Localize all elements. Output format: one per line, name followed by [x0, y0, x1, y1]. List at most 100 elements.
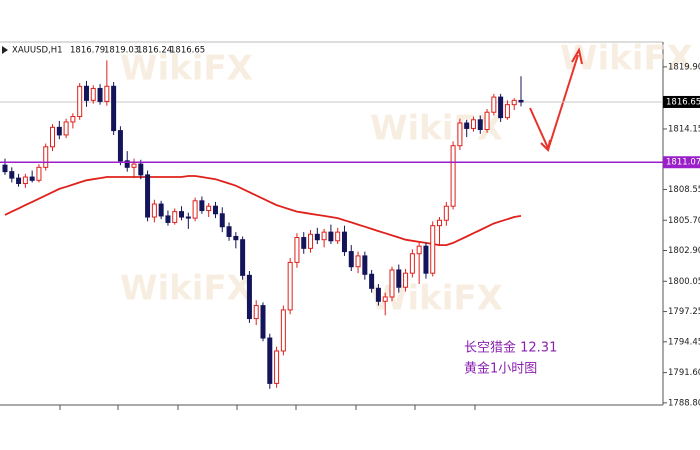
candle-body: [16, 177, 22, 185]
candle-body: [375, 287, 381, 302]
watermark: WikiFX: [370, 109, 503, 149]
candle-body: [240, 239, 246, 276]
candle-body: [151, 203, 157, 218]
candle-body: [97, 87, 103, 102]
candle-body: [185, 216, 191, 219]
candle-body: [83, 85, 89, 101]
candle-body: [430, 225, 436, 274]
time-ticks: [59, 405, 476, 410]
candle-body: [212, 205, 218, 215]
candle-body: [138, 163, 144, 176]
candle-body: [464, 122, 470, 129]
candle-body: [131, 163, 137, 168]
y-tick-label: 1800.05: [668, 277, 700, 287]
candle-body: [56, 126, 62, 136]
candle-body: [246, 274, 252, 320]
watermark: WikiFX: [120, 269, 253, 309]
candle-body: [70, 116, 76, 123]
candle-body: [470, 119, 476, 129]
candle-body: [22, 176, 28, 185]
candle-body: [382, 296, 388, 302]
candle-body: [9, 171, 15, 179]
header-open: 1816.79: [70, 46, 105, 56]
y-tick-label: 1797.25: [668, 307, 700, 317]
candle-body: [280, 309, 286, 352]
annotation: 黄金1小时图: [464, 361, 537, 377]
candle-body: [369, 273, 375, 289]
candle-body: [348, 251, 354, 268]
symbol: XAUUSD,H1: [12, 46, 63, 56]
candle-body: [355, 255, 361, 268]
level-label-box: [663, 156, 700, 169]
candle-body: [341, 231, 347, 253]
y-tick-label: 1794.45: [668, 337, 700, 347]
candle-body: [511, 99, 517, 106]
candle-body: [491, 96, 497, 113]
candle-body: [423, 245, 429, 274]
candle-body: [443, 205, 449, 221]
candle-body: [477, 119, 483, 131]
candle-body: [416, 245, 422, 255]
candle-body: [145, 174, 151, 218]
candle-body: [29, 176, 35, 181]
candle-body: [233, 235, 239, 241]
candle-body: [308, 233, 314, 249]
y-tick-label: 1802.90: [668, 246, 700, 256]
y-tick-label: 1819.90: [668, 62, 700, 72]
candle-body: [274, 350, 280, 384]
candle-body: [111, 85, 117, 132]
candle-body: [63, 121, 69, 136]
candle-body: [192, 200, 198, 219]
y-tick-label: 1814.15: [668, 124, 700, 134]
candle-body: [403, 272, 409, 288]
candle-body: [158, 203, 164, 217]
candle-body: [294, 237, 300, 263]
annotation: 长空猎金 12.31: [464, 340, 557, 356]
candle-body: [328, 231, 334, 242]
candle-body: [287, 261, 293, 311]
candle-body: [301, 237, 307, 249]
candle-body: [314, 233, 320, 241]
header-close: 1816.65: [170, 46, 205, 56]
candle-body: [396, 269, 402, 288]
watermark: WikiFX: [120, 49, 253, 89]
candle-body: [437, 219, 443, 227]
candle-body: [219, 213, 225, 228]
y-tick-label: 1788.80: [668, 398, 700, 408]
candle-body: [77, 85, 83, 118]
candle-body: [335, 231, 341, 242]
candle-body: [206, 205, 212, 212]
candle-body: [504, 104, 510, 119]
candle-body: [172, 211, 178, 223]
y-tick-label: 1808.55: [668, 185, 700, 195]
candle-body: [50, 126, 56, 148]
y-tick-label: 1791.60: [668, 368, 700, 378]
candle-body: [484, 111, 490, 131]
header-high: 1819.03: [104, 46, 139, 56]
candle-body: [117, 130, 123, 162]
candle-body: [457, 122, 463, 147]
candle-body: [165, 215, 171, 223]
candle-body: [104, 85, 110, 102]
header-low: 1816.24: [137, 46, 172, 56]
candle-body: [90, 87, 96, 101]
candle-body: [267, 337, 273, 384]
candle-body: [226, 226, 232, 237]
candle-body: [2, 164, 8, 173]
candle-body: [253, 305, 259, 320]
candle-body: [362, 255, 368, 275]
candle-body: [124, 160, 130, 168]
candle-body: [389, 269, 395, 298]
candle-body: [498, 96, 504, 119]
candle-body: [450, 145, 456, 207]
candle-body: [260, 305, 266, 339]
watermark: WikiFX: [560, 39, 693, 79]
candle-body: [199, 200, 205, 212]
candle-body: [321, 231, 327, 241]
candle-body: [179, 211, 185, 218]
forecast-arrows: [529, 47, 583, 153]
candle-body: [43, 146, 49, 168]
current-price-label: 1816.65: [666, 97, 700, 107]
